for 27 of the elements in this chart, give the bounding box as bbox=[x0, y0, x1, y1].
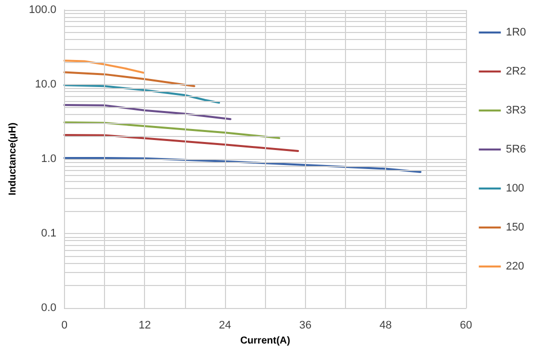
legend-label: 5R6 bbox=[506, 144, 526, 156]
legend-label: 150 bbox=[506, 222, 524, 234]
line-series bbox=[63, 84, 220, 104]
line-series bbox=[63, 157, 422, 173]
y-tick-label: 0.0 bbox=[41, 302, 56, 314]
legend-label: 100 bbox=[506, 182, 524, 194]
x-tick-label: 60 bbox=[460, 320, 472, 332]
y-tick-label: 100.0 bbox=[28, 4, 56, 16]
line-series bbox=[63, 104, 232, 120]
x-axis-title: Current(A) bbox=[240, 336, 290, 346]
y-tick-label: 0.1 bbox=[41, 228, 56, 240]
x-tick-label: 36 bbox=[299, 320, 312, 332]
y-tick-label: 1.0 bbox=[41, 153, 56, 165]
x-tick-label: 24 bbox=[218, 320, 232, 332]
line-series bbox=[63, 71, 196, 88]
legend-label: 2R2 bbox=[506, 66, 526, 78]
line-series bbox=[63, 60, 144, 74]
legend-label: 220 bbox=[506, 260, 524, 272]
x-tick-label: 0 bbox=[61, 320, 68, 332]
x-tick-label: 12 bbox=[138, 320, 151, 332]
legend-label: 1R0 bbox=[506, 26, 526, 38]
x-tick-label: 48 bbox=[380, 320, 392, 332]
legend-label: 3R3 bbox=[506, 104, 526, 116]
y-axis-title: Inductance(μH) bbox=[8, 122, 18, 196]
line-series bbox=[63, 121, 280, 140]
line-series bbox=[63, 134, 300, 152]
y-tick-label: 10.0 bbox=[35, 78, 56, 90]
